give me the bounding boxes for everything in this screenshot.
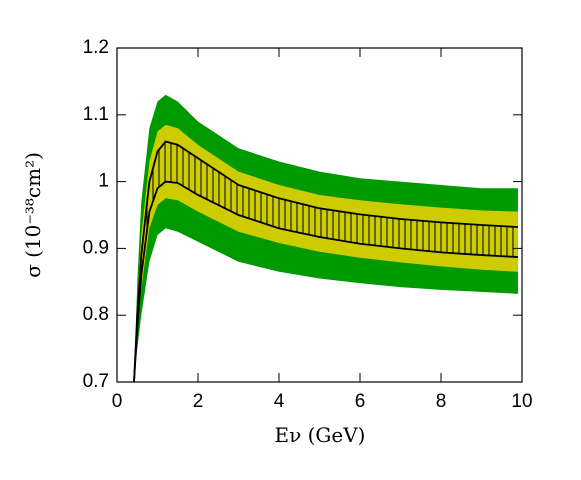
line	[133, 140, 518, 382]
x-axis-label: Eν (GeV)	[275, 423, 366, 447]
plot-area	[133, 94, 518, 382]
x-tick-label: 4	[274, 391, 285, 412]
y-tick-label: 1.1	[83, 104, 109, 125]
y-axis-label: σ (10⁻³⁸cm²)	[21, 152, 45, 278]
y-tick-label: 0.9	[83, 237, 109, 258]
line	[133, 180, 518, 382]
x-tick-label: 6	[355, 391, 366, 412]
band	[134, 141, 518, 382]
y-tick-label: 0.7	[83, 371, 109, 392]
y-tick-label: 1.2	[83, 37, 109, 58]
plot-frame	[116, 47, 523, 383]
x-tick-label: 2	[193, 391, 204, 412]
y-tick-label: 1	[98, 171, 109, 192]
x-tick-label: 0	[112, 391, 123, 412]
y-tick-label: 0.8	[83, 304, 109, 325]
x-tick-label: 10	[511, 391, 532, 412]
x-tick-label: 8	[436, 391, 447, 412]
